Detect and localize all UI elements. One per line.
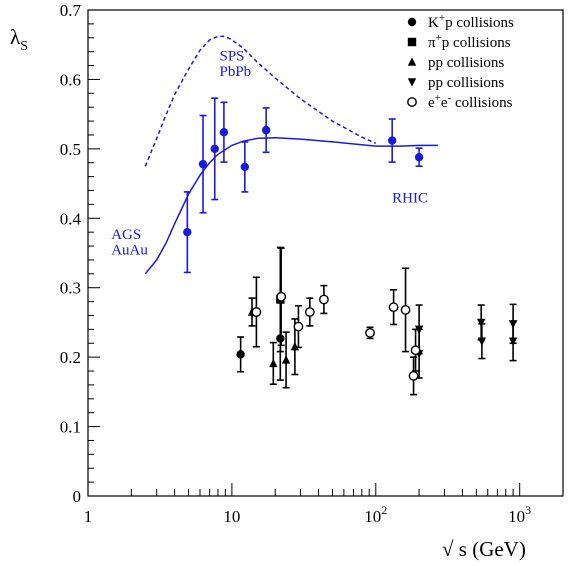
data-point: [240, 162, 250, 172]
annotation-label: RHIC: [392, 190, 428, 206]
annotation-label: AGS: [111, 227, 141, 243]
data-point: [281, 355, 291, 364]
data-point: [293, 321, 304, 332]
y-tick-label: 0.2: [60, 348, 81, 367]
data-point: [304, 307, 315, 317]
data-point: [261, 125, 271, 135]
data-point: [183, 227, 192, 237]
legend-marker: [407, 57, 417, 66]
data-point: [236, 350, 245, 359]
y-tick-label: 0.1: [60, 418, 81, 437]
data-point: [410, 345, 421, 356]
legend-marker: [407, 97, 417, 107]
data-point: [414, 152, 424, 162]
x-tick-label: 10: [223, 507, 240, 526]
data-point: [210, 144, 219, 154]
legend-item: K+p collisions: [407, 12, 514, 31]
data-point: [476, 318, 486, 328]
legend-item: π+p collisions: [407, 32, 511, 51]
legend-label: pp collisions: [428, 75, 504, 91]
y-tick-label: 0.3: [60, 279, 81, 298]
data-point: [251, 307, 262, 317]
y-tick-label: 0: [73, 487, 82, 506]
data-point: [400, 305, 411, 315]
y-tick-label: 0.4: [60, 209, 82, 228]
legend-item: pp collisions: [407, 75, 504, 91]
annotation-label: SPS: [219, 49, 244, 65]
data-point: [508, 337, 518, 346]
data-point: [269, 358, 278, 368]
data-point: [219, 127, 229, 137]
x-tick-label: 102: [364, 503, 387, 526]
x-axis-title: √ s (GeV): [442, 537, 526, 561]
data-point: [276, 291, 287, 302]
legend-marker: [407, 37, 417, 47]
legend-item: pp collisions: [407, 55, 504, 71]
data-point: [365, 327, 375, 338]
data-point: [319, 294, 329, 305]
y-tick-label: 0.5: [60, 140, 81, 159]
data-point: [477, 337, 487, 346]
y-tick-label: 0.6: [60, 70, 81, 89]
data-point: [408, 370, 419, 381]
y-tick-label: 0.7: [60, 1, 82, 20]
y-axis-title: λS: [10, 25, 28, 54]
x-tick-label: 1: [84, 507, 93, 526]
data-point: [387, 136, 397, 145]
annotation-label: AuAu: [111, 242, 148, 258]
annotation-label: PbPb: [219, 64, 251, 80]
legend-label: π+p collisions: [428, 32, 511, 51]
data-point: [198, 159, 208, 169]
legend-label: pp collisions: [428, 55, 504, 71]
legend-item: e+e- collisions: [407, 92, 513, 111]
legend-label: e+e- collisions: [428, 92, 513, 111]
data-point: [290, 342, 300, 351]
data-point: [388, 302, 399, 313]
legend-marker: [407, 17, 417, 27]
legend-marker: [407, 78, 417, 87]
legend-label: K+p collisions: [428, 12, 514, 31]
plot-frame: [87, 9, 564, 497]
x-tick-label: 103: [508, 503, 531, 526]
dashed-model-curve: [144, 35, 377, 167]
